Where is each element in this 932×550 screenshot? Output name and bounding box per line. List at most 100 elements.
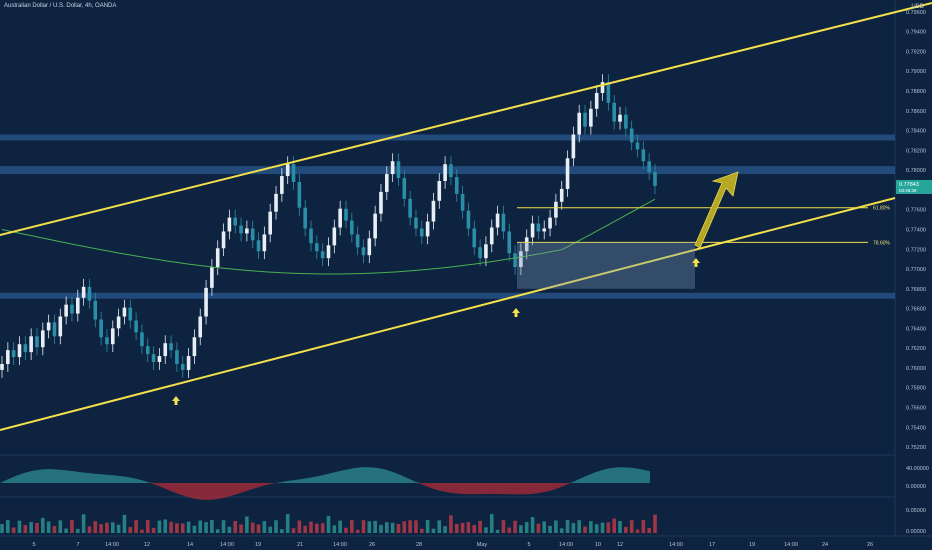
- candle-body: [180, 364, 185, 370]
- volume-bar: [396, 524, 401, 533]
- candle-body: [466, 210, 471, 229]
- y-tick-label: 0.79000: [906, 69, 926, 75]
- candle-body: [653, 172, 657, 186]
- candle-body: [495, 213, 500, 228]
- volume-bar: [647, 527, 651, 533]
- x-tick-label: 7: [76, 542, 79, 548]
- volume-bar: [128, 527, 133, 533]
- volume-bar: [454, 523, 459, 533]
- volume-bar: [52, 526, 57, 533]
- x-tick-label: 14:00: [559, 542, 573, 548]
- y-tick-label: 0.76600: [906, 307, 926, 313]
- candle-body: [175, 350, 179, 364]
- volume-bar: [180, 523, 185, 533]
- volume-bar: [192, 525, 197, 533]
- candle-body: [350, 220, 354, 235]
- volume-bar: [519, 525, 523, 533]
- candle-body: [233, 217, 238, 226]
- candle-body: [519, 251, 523, 268]
- volume-bar: [151, 527, 156, 533]
- x-tick-label: 14:00: [333, 542, 347, 548]
- x-tick-label: May: [477, 542, 488, 548]
- y-tick-label: 0.78400: [906, 129, 926, 135]
- y-tick-label: 0.78600: [906, 109, 926, 115]
- candle-body: [332, 227, 337, 246]
- volume-bar: [46, 521, 51, 533]
- moving-average-line: [1, 198, 656, 275]
- candle-body: [11, 350, 16, 358]
- candles: [0, 74, 657, 378]
- volume-bar: [297, 520, 302, 533]
- oscillator-positive-area: [0, 467, 650, 483]
- price-zone: [0, 166, 895, 175]
- candle-body: [58, 316, 63, 337]
- volume-bar: [210, 520, 214, 533]
- volume-bar: [501, 520, 506, 533]
- candle-body: [594, 92, 599, 109]
- candle-body: [250, 228, 255, 241]
- up-arrow-marker: [692, 258, 700, 267]
- candle-body: [221, 231, 226, 249]
- volume-bar: [186, 521, 191, 533]
- y-tick-label: 0.77200: [906, 247, 926, 253]
- candle-body: [280, 176, 284, 194]
- candle-body: [140, 332, 144, 347]
- volume-bar: [437, 520, 442, 533]
- up-arrow-marker: [512, 308, 520, 317]
- volume-bar: [140, 529, 144, 533]
- volume-bar: [175, 523, 179, 533]
- candle-body: [618, 114, 622, 122]
- candle-body: [338, 208, 342, 228]
- fib-shaded-zone: [517, 242, 695, 289]
- candle-body: [449, 164, 453, 178]
- volume-bar: [484, 527, 488, 533]
- candle-body: [454, 177, 459, 194]
- volume-bar: [495, 529, 500, 533]
- candle-body: [571, 134, 576, 159]
- volume-bar: [466, 522, 471, 533]
- volume-bar: [419, 528, 424, 533]
- volume-bar: [641, 520, 646, 533]
- x-tick-label: 5: [527, 542, 530, 548]
- volume-bar: [443, 526, 447, 533]
- candle-body: [414, 217, 418, 229]
- projection-arrow: [694, 171, 739, 249]
- candle-body: [70, 304, 74, 314]
- volume-bar: [408, 520, 412, 533]
- y-tick-label: 0.79200: [906, 49, 926, 55]
- volume-bar: [23, 525, 28, 533]
- candle-body: [385, 174, 389, 192]
- x-tick-label: 24: [822, 542, 828, 548]
- oscillator-tick: 0.00000: [906, 484, 926, 490]
- volume-bar: [536, 523, 541, 533]
- volume-bar: [163, 519, 168, 533]
- volume-bar: [361, 520, 366, 533]
- candle-body: [530, 223, 535, 238]
- volume-bar: [431, 528, 436, 533]
- candle-body: [157, 356, 162, 363]
- volume-bar: [215, 529, 220, 533]
- up-arrow-marker: [172, 396, 180, 405]
- candle-body: [460, 193, 465, 211]
- volume-bar: [268, 526, 272, 533]
- volume-bar: [245, 516, 249, 533]
- candle-body: [443, 164, 447, 182]
- candle-body: [589, 108, 593, 127]
- x-tick-label: 26: [369, 542, 375, 548]
- candle-body: [145, 346, 150, 355]
- candle-body: [210, 267, 214, 288]
- volume-bar: [239, 524, 243, 533]
- x-tick-label: 12: [144, 542, 150, 548]
- candle-body: [425, 221, 430, 237]
- volume-bar: [64, 528, 68, 533]
- volume-bar: [460, 522, 465, 533]
- fib-level-label: 61.80%: [873, 206, 891, 212]
- volume-bar: [344, 527, 348, 533]
- candle-body: [29, 336, 33, 353]
- volume-bar: [612, 518, 616, 533]
- candle-body: [93, 300, 98, 320]
- candle-body: [524, 237, 529, 252]
- candle-body: [629, 128, 634, 143]
- candle-body: [624, 114, 628, 129]
